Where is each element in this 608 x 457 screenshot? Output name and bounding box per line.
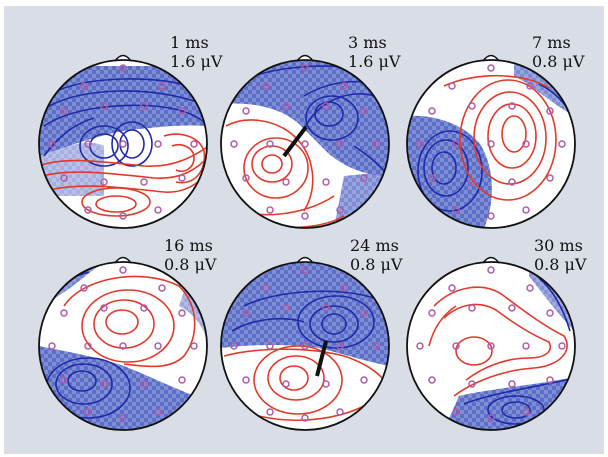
head-outline: [38, 59, 208, 229]
electrodes: [230, 266, 380, 422]
electrodes: [230, 64, 380, 220]
negative-region: [39, 142, 104, 196]
panel-amplitude-label: 0.8 μV: [164, 255, 217, 274]
dipole-arrow: [315, 340, 328, 377]
panel-amplitude-label: 0.8 μV: [350, 255, 403, 274]
positive-contours: [63, 275, 196, 368]
negative-contours: [463, 277, 575, 425]
panel-time-label: 24 ms: [350, 236, 399, 255]
panel-amplitude-label: 0.8 μV: [532, 52, 585, 71]
head-outline: [406, 261, 576, 431]
head-outline: [220, 261, 390, 431]
dipole-arrow: [282, 125, 308, 158]
topomap-panel-24ms: 24 ms 0.8 μV: [220, 236, 403, 431]
negative-contours: [43, 78, 205, 167]
panel-time-label: 7 ms: [532, 33, 571, 52]
panel-time-label: 3 ms: [348, 33, 387, 52]
electrodes: [416, 64, 566, 220]
panel-amplitude-label: 1.6 μV: [170, 52, 223, 71]
panel-time-label: 30 ms: [534, 236, 583, 255]
head-outline: [220, 59, 390, 229]
negative-region: [39, 346, 207, 430]
topomap-panel-1ms: 1 ms 1.6 μV: [38, 33, 223, 229]
panel-amplitude-label: 0.8 μV: [534, 255, 587, 274]
negative-contours: [231, 290, 375, 349]
panel-time-label: 16 ms: [164, 236, 213, 255]
negative-contours: [253, 65, 389, 183]
topomap-panel-16ms: 16 ms 0.8 μV: [38, 236, 217, 431]
head-outline: [38, 261, 208, 431]
electrodes: [416, 266, 566, 422]
negative-region: [221, 60, 389, 176]
positive-contours: [39, 133, 207, 217]
head-outline: [406, 59, 576, 229]
topomap-panel-7ms: 7 ms 0.8 μV: [406, 33, 585, 229]
electrodes: [48, 266, 198, 422]
panel-time-label: 1 ms: [170, 33, 209, 52]
positive-contours: [428, 286, 568, 397]
electrodes: [48, 64, 198, 220]
panel-amplitude-label: 1.6 μV: [348, 52, 401, 71]
topomap-panel-30ms: 30 ms 0.8 μV: [406, 236, 587, 431]
topographic-maps-figure: 1 ms 1.6 μV: [4, 6, 604, 454]
